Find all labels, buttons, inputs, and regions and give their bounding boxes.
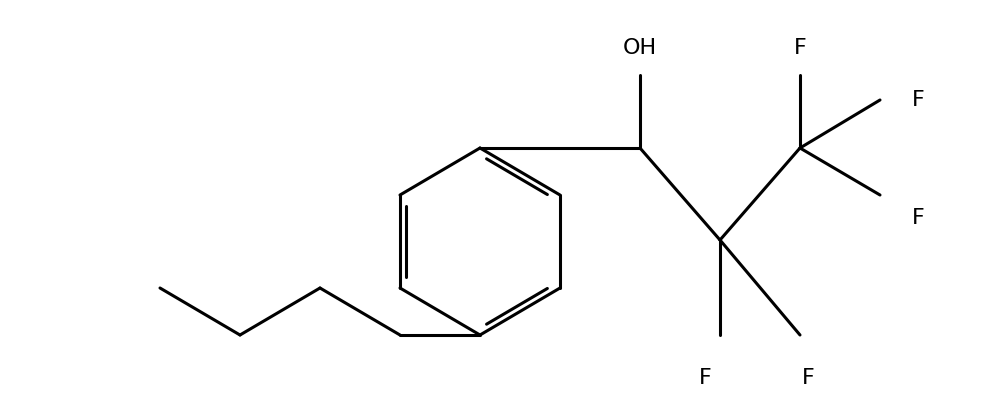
Text: OH: OH <box>622 38 656 58</box>
Text: F: F <box>792 38 805 58</box>
Text: F: F <box>800 368 813 388</box>
Text: F: F <box>911 90 924 110</box>
Text: F: F <box>698 368 711 388</box>
Text: F: F <box>911 208 924 228</box>
